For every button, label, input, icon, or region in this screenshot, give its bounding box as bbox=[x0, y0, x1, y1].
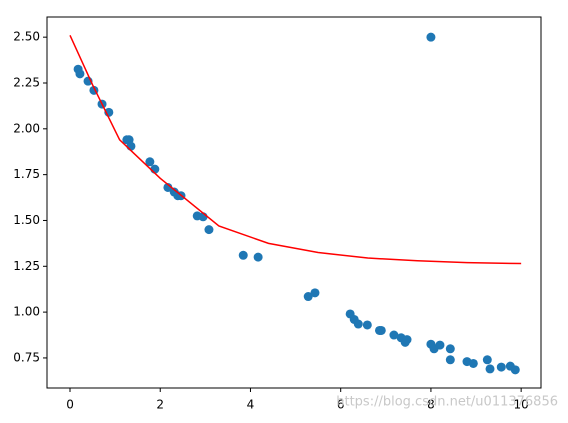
x-tick-label: 6 bbox=[337, 398, 345, 412]
scatter-point bbox=[75, 69, 85, 79]
scatter-point bbox=[310, 288, 320, 298]
y-tick-label: 1.50 bbox=[13, 213, 40, 227]
scatter-point bbox=[389, 330, 399, 340]
scatter-point bbox=[510, 365, 520, 375]
scatter-point bbox=[402, 335, 412, 345]
scatter-point bbox=[253, 252, 263, 262]
line bbox=[69, 35, 522, 265]
axes-frame bbox=[46, 16, 542, 389]
y-tick-label: 2.25 bbox=[13, 75, 40, 89]
scatter-point bbox=[485, 364, 495, 374]
scatter-point bbox=[204, 225, 214, 235]
scatter-point bbox=[145, 157, 155, 167]
scatter-point bbox=[435, 340, 445, 350]
y-tick-label: 0.75 bbox=[13, 350, 40, 364]
scatter-point bbox=[445, 355, 455, 365]
scatter-point bbox=[126, 141, 136, 151]
y-tick-label: 1.25 bbox=[13, 259, 40, 273]
x-tick-label: 2 bbox=[156, 398, 164, 412]
scatter-point bbox=[376, 325, 386, 335]
y-tick-label: 1.75 bbox=[13, 167, 40, 181]
scatter-point bbox=[468, 358, 478, 368]
y-tick-label: 2.50 bbox=[13, 30, 40, 44]
x-tick-label: 4 bbox=[247, 398, 255, 412]
scatter-point bbox=[426, 32, 436, 42]
scatter-point bbox=[496, 362, 506, 372]
y-tick-label: 1.00 bbox=[13, 305, 40, 319]
scatter-point bbox=[163, 182, 173, 192]
x-tick-label: 0 bbox=[66, 398, 74, 412]
scatter-point bbox=[303, 292, 313, 302]
y-tick-label: 2.00 bbox=[13, 121, 40, 135]
scatter-point bbox=[445, 344, 455, 354]
scatter-point bbox=[482, 355, 492, 365]
x-tick-label: 10 bbox=[514, 398, 529, 412]
scatter-point bbox=[362, 320, 372, 330]
x-tick-label: 8 bbox=[427, 398, 435, 412]
scatter-point bbox=[238, 250, 248, 260]
watermark: https://blog.csdn.net/u011376856 bbox=[336, 395, 558, 410]
scatter-point bbox=[353, 319, 363, 329]
